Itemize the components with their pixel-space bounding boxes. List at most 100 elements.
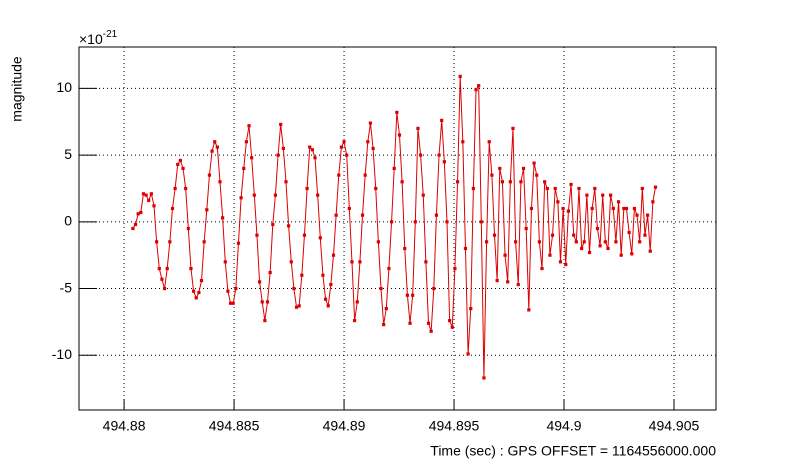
x-tick-label: 494.88 xyxy=(103,418,146,434)
data-point xyxy=(228,301,233,305)
data-point xyxy=(207,173,212,177)
data-point xyxy=(403,246,407,251)
data-point xyxy=(178,158,183,163)
data-point xyxy=(514,240,518,244)
data-point xyxy=(165,266,169,271)
data-point xyxy=(450,325,454,329)
plot-frame xyxy=(78,46,717,411)
data-point xyxy=(339,145,344,149)
x-tick-label: 494.895 xyxy=(429,418,480,434)
y-multiplier-base: ×10 xyxy=(79,31,103,47)
data-point xyxy=(416,126,420,131)
y-tick-label: 10 xyxy=(56,79,72,95)
data-point xyxy=(577,186,581,191)
data-point xyxy=(474,88,478,92)
data-point xyxy=(434,213,439,217)
data-point xyxy=(601,193,605,197)
data-point xyxy=(133,222,138,227)
data-point xyxy=(566,209,571,213)
data-point xyxy=(184,186,188,191)
data-point xyxy=(545,186,549,191)
data-point xyxy=(455,180,460,184)
y-tick-label: 5 xyxy=(64,146,72,162)
x-tick-label: 494.905 xyxy=(649,418,700,434)
data-point xyxy=(360,213,365,217)
data-point xyxy=(553,186,557,191)
data-point xyxy=(484,240,489,244)
data-point xyxy=(226,289,230,293)
data-point xyxy=(382,322,386,327)
data-point xyxy=(529,206,534,211)
data-point xyxy=(458,74,462,78)
data-point xyxy=(176,162,180,167)
data-point xyxy=(395,110,399,114)
data-point xyxy=(508,180,512,184)
data-point xyxy=(218,180,222,184)
data-point xyxy=(374,186,378,191)
x-axis-title: Time (sec) : GPS OFFSET = 1164556000.000 xyxy=(430,443,716,459)
data-point xyxy=(273,193,278,197)
data-point xyxy=(310,148,314,152)
data-point xyxy=(421,193,425,197)
data-point xyxy=(250,156,254,160)
data-point xyxy=(152,204,156,208)
data-point xyxy=(139,210,143,215)
data-point xyxy=(453,266,457,271)
data-point xyxy=(548,253,552,257)
data-point xyxy=(532,161,536,165)
data-point xyxy=(155,240,159,244)
data-point xyxy=(609,193,613,197)
data-point xyxy=(598,244,602,248)
data-point xyxy=(321,273,325,277)
data-point xyxy=(223,260,227,264)
data-point xyxy=(379,286,383,291)
data-point xyxy=(519,180,523,184)
data-point xyxy=(239,196,243,200)
data-point xyxy=(543,180,547,184)
data-point xyxy=(255,233,259,237)
data-point xyxy=(197,290,201,295)
data-point xyxy=(632,206,636,211)
x-tick-label: 494.89 xyxy=(323,418,366,434)
data-point xyxy=(236,241,241,245)
data-point xyxy=(300,273,304,277)
data-point xyxy=(437,153,441,157)
data-point xyxy=(389,220,394,224)
data-point xyxy=(350,260,354,264)
data-point xyxy=(619,253,623,257)
data-point xyxy=(263,318,267,323)
data-point xyxy=(506,280,510,284)
data-point xyxy=(260,300,264,304)
data-point xyxy=(368,121,373,125)
data-point xyxy=(648,249,652,253)
data-point xyxy=(418,153,423,157)
data-point xyxy=(500,180,505,184)
data-point xyxy=(471,186,475,191)
data-point xyxy=(495,278,499,283)
data-point xyxy=(622,206,626,211)
data-point xyxy=(643,233,647,237)
data-point xyxy=(574,240,578,244)
y-multiplier-exponent: -21 xyxy=(103,29,118,40)
data-point xyxy=(624,206,629,211)
data-point xyxy=(426,321,431,325)
data-point xyxy=(318,236,322,240)
data-point xyxy=(580,246,584,251)
data-point xyxy=(595,226,600,231)
data-point xyxy=(490,173,494,177)
data-point xyxy=(376,240,380,244)
data-point xyxy=(268,270,272,275)
data-point xyxy=(397,133,402,137)
data-point xyxy=(463,246,468,251)
data-point xyxy=(292,286,296,291)
data-point xyxy=(645,213,650,217)
data-point xyxy=(244,140,248,144)
data-point xyxy=(540,266,544,271)
data-point xyxy=(611,206,615,211)
data-point xyxy=(638,240,642,244)
y-axis-title: magnitude xyxy=(9,56,25,122)
data-point xyxy=(550,233,555,237)
y-tick-label: 0 xyxy=(64,213,72,229)
data-point xyxy=(492,233,497,237)
